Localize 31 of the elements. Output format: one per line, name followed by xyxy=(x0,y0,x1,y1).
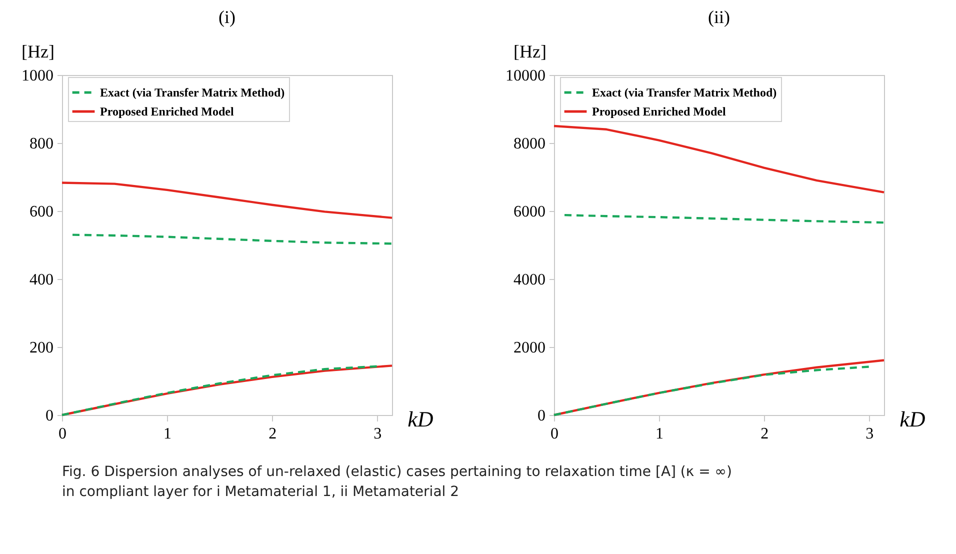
x-tick-label: 2 xyxy=(268,426,277,442)
x-tick-label: 0 xyxy=(58,426,66,442)
y-tick-label: 800 xyxy=(30,136,54,152)
x-tick-label: 2 xyxy=(760,426,769,442)
x-axis-title: kD xyxy=(900,406,926,432)
y-axis-title: [Hz] xyxy=(22,42,54,62)
y-tick-label: 1000 xyxy=(22,68,54,84)
legend-label: Exact (via Transfer Matrix Method) xyxy=(100,86,285,100)
legend-label: Proposed Enriched Model xyxy=(100,104,234,118)
x-axis-title: kD xyxy=(408,406,434,432)
x-tick-label: 0 xyxy=(550,426,558,442)
caption: Fig. 6 Dispersion analyses of un-relaxed (elastic) cases pertaining to relaxation time [A] (κ = ∞) in compliant layer for i Metamaterial 1, ii Metamaterial 2 xyxy=(62,464,732,500)
y-tick-label: 8000 xyxy=(514,136,546,152)
chart-title: (ii) xyxy=(708,7,730,27)
y-tick-label: 200 xyxy=(30,340,54,356)
x-tick-label: 3 xyxy=(374,426,382,442)
y-tick-label: 2000 xyxy=(514,340,546,356)
y-tick-label: 400 xyxy=(30,272,54,288)
x-tick-label: 1 xyxy=(656,426,664,442)
chart-title: (i) xyxy=(218,7,236,27)
y-tick-label: 10000 xyxy=(506,68,546,84)
y-tick-label: 6000 xyxy=(514,204,546,220)
y-tick-label: 0 xyxy=(46,408,54,424)
y-tick-label: 600 xyxy=(30,204,54,220)
x-tick-label: 1 xyxy=(164,426,172,442)
y-tick-label: 0 xyxy=(538,408,546,424)
y-axis-title: [Hz] xyxy=(514,42,546,62)
legend-label: Exact (via Transfer Matrix Method) xyxy=(592,86,777,100)
y-tick-label: 4000 xyxy=(514,272,546,288)
legend-label: Proposed Enriched Model xyxy=(592,104,726,118)
x-tick-label: 3 xyxy=(866,426,874,442)
